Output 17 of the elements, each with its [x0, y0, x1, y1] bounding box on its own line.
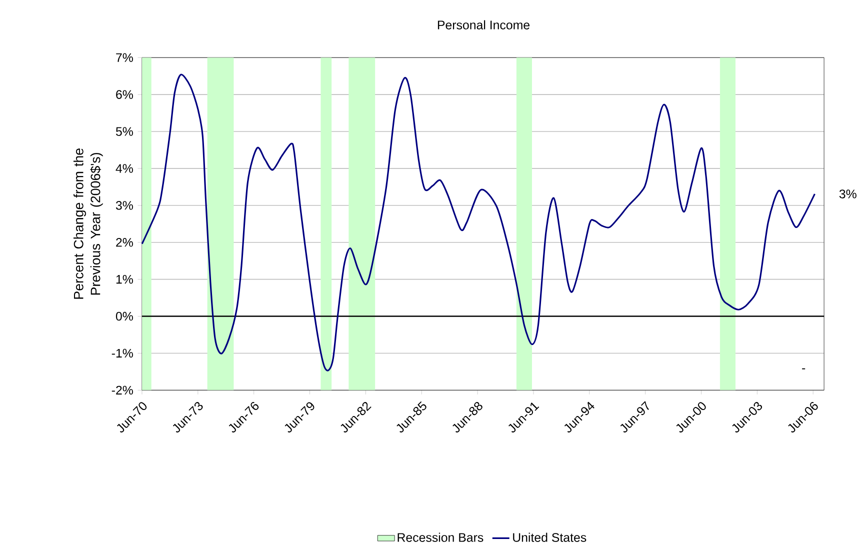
y-tick-label: -2%	[112, 386, 133, 395]
chart-title: Personal Income	[438, 20, 530, 30]
legend-label: United States	[513, 532, 586, 542]
y-tick-label: 4%	[116, 164, 133, 173]
annotation: -	[802, 368, 806, 370]
legend-label: Recession Bars	[398, 532, 484, 542]
y-tick-label: 3%	[116, 201, 133, 210]
y-tick-label: 6%	[116, 90, 133, 99]
y-tick-label: 1%	[116, 274, 133, 284]
annotation: 3%	[839, 190, 856, 198]
line-series	[141, 74, 816, 372]
y-tick-label: -1%	[112, 348, 133, 358]
y-tick-label: 7%	[116, 53, 133, 62]
y-axis-title: Percent Change from the Previous Year (2006$'s)	[74, 148, 103, 299]
y-tick-label: 2%	[116, 238, 133, 247]
y-tick-label: 5%	[116, 127, 133, 136]
y-tick-label: 0%	[116, 312, 133, 321]
